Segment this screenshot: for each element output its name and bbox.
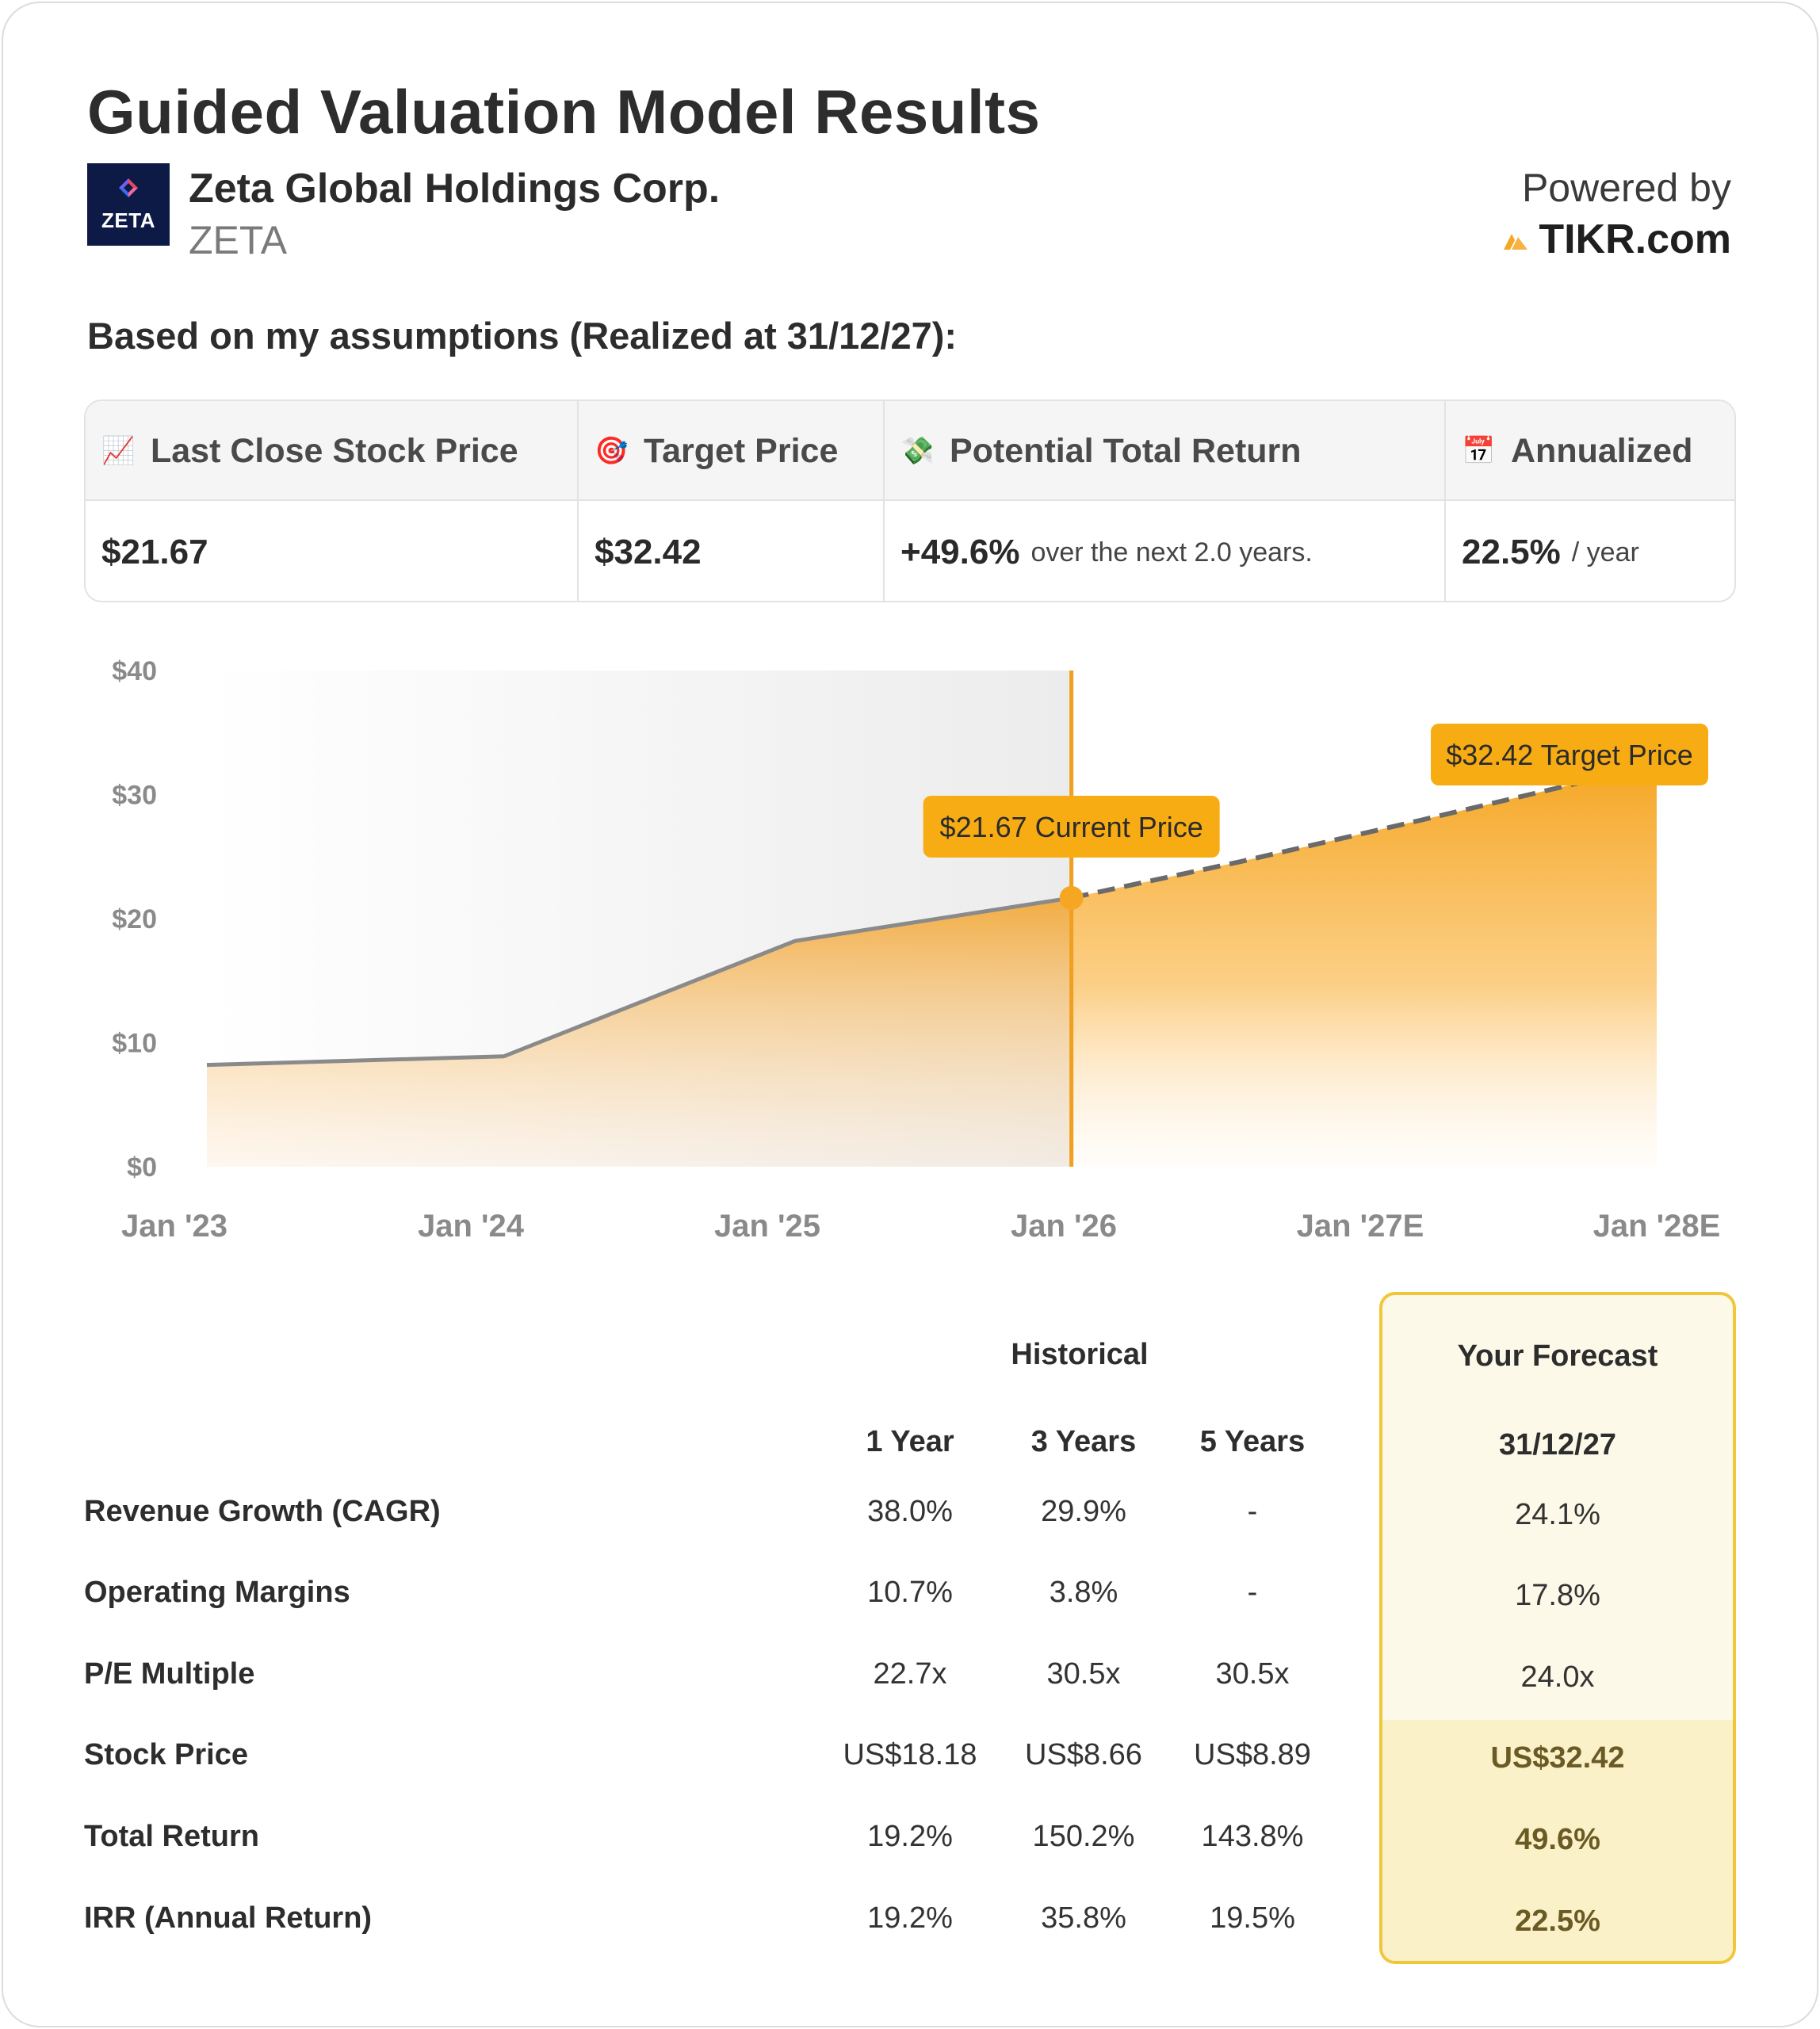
summary-header-target-price: 🎯 Target Price xyxy=(579,401,883,501)
y-tick-label: $30 xyxy=(112,781,157,811)
summary-header-last-close: 📈 Last Close Stock Price xyxy=(86,401,577,501)
current-price-point xyxy=(1059,885,1084,910)
summary-value-total-return: +49.6% over the next 2.0 years. xyxy=(885,502,1444,601)
forecast-price-line xyxy=(1071,762,1658,900)
summary-col-annualized: 📅 Annualized 22.5% / year xyxy=(1446,401,1734,601)
y-tick-label: $40 xyxy=(112,656,157,686)
summary-header-label: Potential Total Return xyxy=(950,431,1302,470)
tikr-brand-link[interactable]: TIKR.com xyxy=(1502,216,1731,263)
ticker-symbol: ZETA xyxy=(189,218,288,262)
summary-value-sub: / year xyxy=(1571,537,1639,567)
summary-header-label: Target Price xyxy=(644,431,839,470)
summary-header-total-return: 💸 Potential Total Return xyxy=(885,401,1444,501)
target-icon: 🎯 xyxy=(595,436,629,466)
x-tick-label: Jan '23 xyxy=(121,1209,228,1244)
summary-col-last-close: 📈 Last Close Stock Price $21.67 xyxy=(86,401,579,601)
x-tick-label: Jan '27E xyxy=(1297,1209,1424,1244)
powered-by-label: Powered by xyxy=(1521,166,1731,210)
annotation-box xyxy=(923,796,1220,858)
summary-value-target-price: $32.42 xyxy=(579,502,883,601)
annotation-box xyxy=(1431,724,1708,785)
chart-up-icon: 📈 xyxy=(101,436,136,466)
target-price-label: $32.42 Target Price xyxy=(1431,724,1708,785)
summary-table: 📈 Last Close Stock Price $21.67 🎯 Target… xyxy=(84,399,1736,602)
summary-header-label: Annualized xyxy=(1511,431,1693,470)
annotation-text: $32.42 Target Price xyxy=(1446,739,1693,771)
summary-value-sub: over the next 2.0 years. xyxy=(1030,537,1313,567)
y-tick-label: $20 xyxy=(112,904,157,934)
summary-header-label: Last Close Stock Price xyxy=(151,431,518,470)
assumptions-heading: Based on my assumptions (Realized at 31/… xyxy=(87,315,958,357)
summary-col-total-return: 💸 Potential Total Return +49.6% over the… xyxy=(885,401,1446,601)
tikr-logo-icon xyxy=(1504,234,1528,250)
summary-header-annualized: 📅 Annualized xyxy=(1446,401,1734,501)
forecast-area xyxy=(1071,764,1657,1167)
summary-value: 22.5% xyxy=(1462,533,1561,571)
summary-value-annualized: 22.5% / year xyxy=(1446,502,1734,601)
annotation-text: $21.67 Current Price xyxy=(940,811,1203,843)
money-wings-icon: 💸 xyxy=(900,436,935,466)
y-tick-label: $0 xyxy=(127,1152,157,1183)
summary-value: $21.67 xyxy=(101,533,208,571)
x-tick-label: Jan '24 xyxy=(418,1209,525,1244)
current-price-label: $21.67 Current Price xyxy=(923,796,1220,858)
zeta-logo-icon xyxy=(119,178,138,197)
summary-value-last-close: $21.67 xyxy=(86,502,577,601)
summary-value: +49.6% xyxy=(900,533,1020,571)
summary-header-row xyxy=(86,401,1734,501)
page-title: Guided Valuation Model Results xyxy=(87,77,1041,147)
company-logo: ZETA xyxy=(87,163,170,246)
x-tick-label: Jan '26 xyxy=(1011,1209,1117,1244)
logo-wordmark: ZETA xyxy=(101,208,155,232)
historical-price-line xyxy=(206,896,1072,1068)
calendar-icon: 📅 xyxy=(1462,436,1496,466)
company-name: Zeta Global Holdings Corp. xyxy=(189,166,721,212)
x-tick-label: Jan '28E xyxy=(1593,1209,1721,1244)
tikr-brand-text: TIKR.com xyxy=(1539,216,1731,262)
y-tick-label: $10 xyxy=(112,1029,157,1059)
x-tick-label: Jan '25 xyxy=(714,1209,820,1244)
summary-value: $32.42 xyxy=(595,533,702,571)
price-chart: $0 $10 $20 $30 $40 Jan '23 Jan '24 Jan '25 Jan … xyxy=(112,656,1721,1244)
historical-area xyxy=(206,897,1072,1167)
summary-col-target-price: 🎯 Target Price $32.42 xyxy=(579,401,885,601)
